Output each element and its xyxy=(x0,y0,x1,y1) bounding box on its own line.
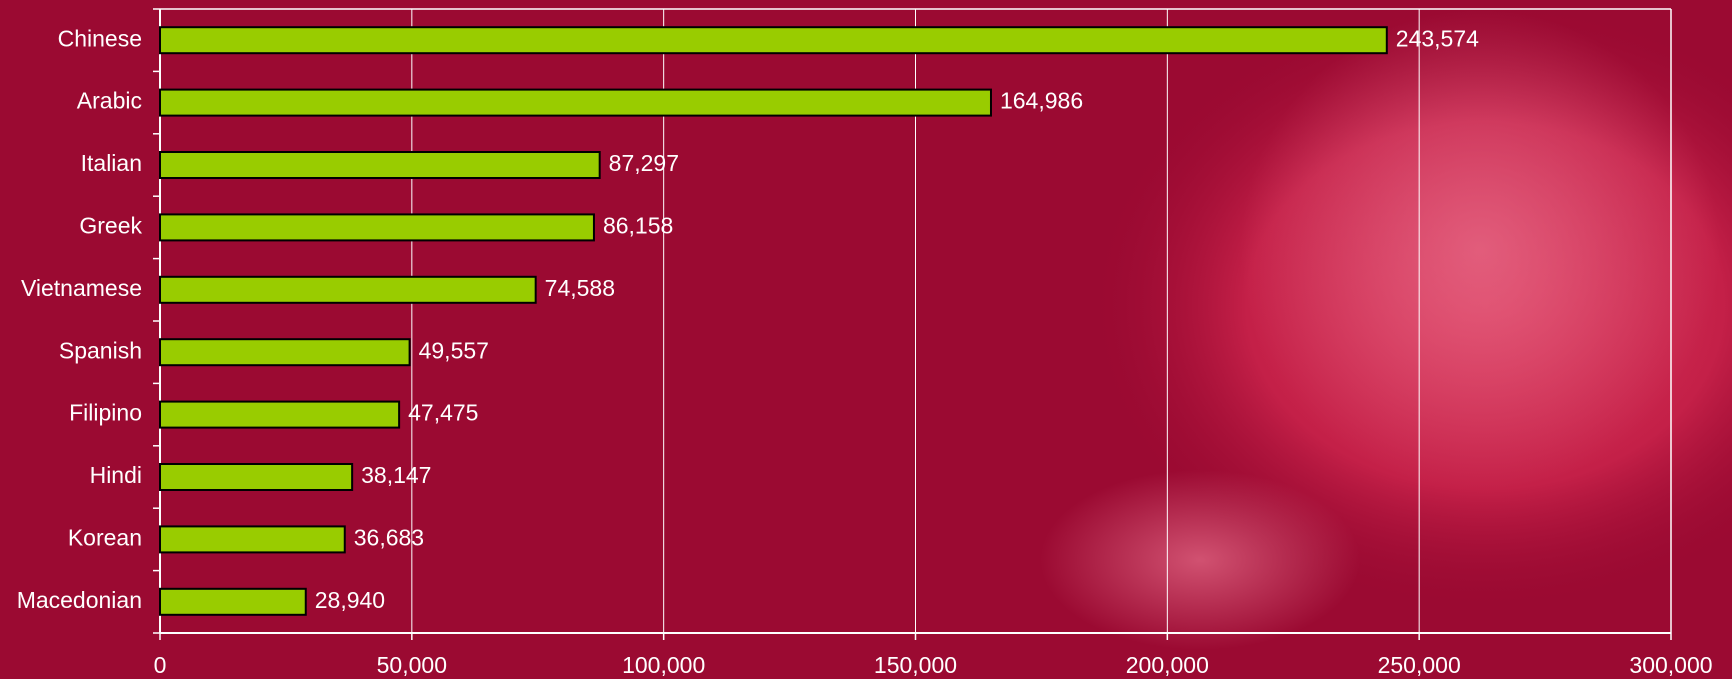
chart: 0 50,000 100,000 150,000 200,000 250,000 300,0… xyxy=(0,0,1732,679)
y-tick-label: Arabic xyxy=(77,88,142,114)
glass-highlight xyxy=(1240,10,1720,490)
value-label: 243,574 xyxy=(1396,25,1479,51)
y-tick-label: Spanish xyxy=(59,337,142,363)
y-tick-label: Vietnamese xyxy=(21,275,142,301)
y-tick-label: Greek xyxy=(79,212,142,238)
y-tick-label: Korean xyxy=(68,524,142,550)
bar xyxy=(160,526,345,552)
bar xyxy=(160,277,536,303)
bar xyxy=(160,152,600,178)
value-label: 36,683 xyxy=(354,524,424,550)
y-tick-label: Filipino xyxy=(69,400,142,426)
x-tick-label: 300,000 xyxy=(1629,652,1712,678)
x-tick-label: 100,000 xyxy=(622,652,705,678)
value-label: 28,940 xyxy=(315,587,385,613)
bar xyxy=(160,214,594,240)
value-label: 86,158 xyxy=(603,212,673,238)
y-tick-label: Italian xyxy=(81,150,142,176)
y-tick-label: Chinese xyxy=(58,25,142,51)
x-tick-label: 50,000 xyxy=(377,652,447,678)
y-tick-label: Hindi xyxy=(90,462,142,488)
glass-stem xyxy=(1040,470,1360,650)
x-tick-label: 0 xyxy=(154,652,167,678)
value-label: 164,986 xyxy=(1000,88,1083,114)
value-label: 49,557 xyxy=(419,337,489,363)
value-label: 38,147 xyxy=(361,462,431,488)
x-tick-label: 200,000 xyxy=(1126,652,1209,678)
x-tick-label: 150,000 xyxy=(874,652,957,678)
bar xyxy=(160,339,410,365)
y-tick-label: Macedonian xyxy=(17,587,142,613)
x-tick-label: 250,000 xyxy=(1378,652,1461,678)
value-label: 47,475 xyxy=(408,400,478,426)
bar xyxy=(160,90,991,116)
bar xyxy=(160,589,306,615)
bar xyxy=(160,27,1387,53)
bar xyxy=(160,402,399,428)
value-label: 87,297 xyxy=(609,150,679,176)
bar xyxy=(160,464,352,490)
value-label: 74,588 xyxy=(545,275,615,301)
